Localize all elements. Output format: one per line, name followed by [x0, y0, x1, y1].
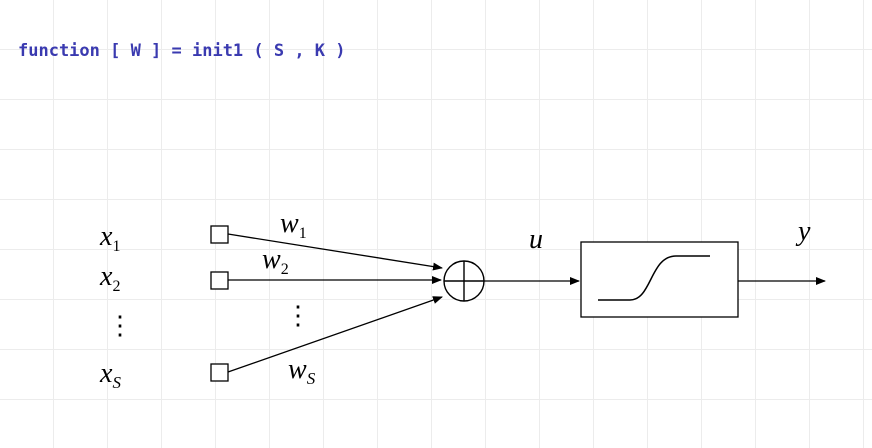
sum-label-u: u [529, 224, 543, 255]
weight-label-w2: w2 [262, 244, 289, 278]
input-label-x1: x1 [99, 221, 120, 255]
weight-ellipsis: ⋮ [285, 301, 311, 330]
summation-circle-icon [443, 260, 485, 302]
output-label-y: y [795, 216, 811, 247]
sigmoid-activation-icon [598, 255, 710, 301]
weight-label-w1: w1 [280, 208, 307, 242]
input-node-1 [210, 225, 229, 244]
connection-1 [227, 233, 443, 271]
input-ellipsis: ⋮ [107, 311, 133, 340]
connection-s [227, 296, 443, 373]
input-node-s [210, 363, 229, 382]
weight-label-ws: wS [288, 354, 316, 388]
function-signature: function [ W ] = init1 ( S , K ) [18, 41, 346, 61]
input-node-2 [210, 271, 229, 290]
activation-box [580, 241, 739, 318]
input-label-x2: x2 [99, 261, 120, 295]
input-label-xs: xS [99, 358, 121, 392]
